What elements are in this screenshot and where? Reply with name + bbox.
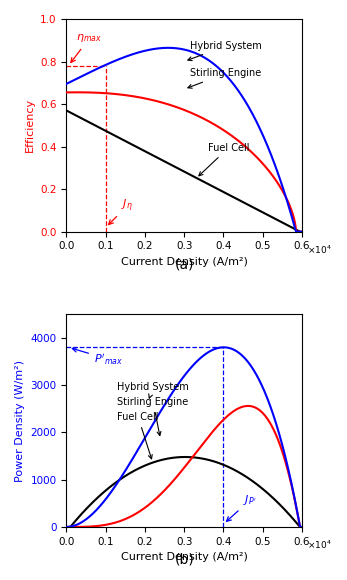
Y-axis label: Efficiency: Efficiency (25, 98, 35, 153)
Y-axis label: Power Density (W/m²): Power Density (W/m²) (15, 360, 25, 481)
Title: (b): (b) (174, 553, 194, 567)
Text: Hybrid System: Hybrid System (117, 382, 189, 398)
Text: Stirling Engine: Stirling Engine (117, 397, 189, 436)
Text: $J_{\eta}$: $J_{\eta}$ (109, 198, 133, 224)
Text: Fuel Cell: Fuel Cell (199, 143, 249, 176)
Text: Hybrid System: Hybrid System (188, 41, 262, 60)
Text: $\times10^4$: $\times10^4$ (307, 539, 331, 551)
Text: Fuel Cell: Fuel Cell (117, 412, 159, 459)
Text: Stirling Engine: Stirling Engine (188, 68, 261, 88)
X-axis label: Current Density (A/m²): Current Density (A/m²) (121, 257, 248, 267)
Text: $J_{P'}$: $J_{P'}$ (227, 494, 257, 521)
Title: (a): (a) (175, 258, 194, 271)
X-axis label: Current Density (A/m²): Current Density (A/m²) (121, 552, 248, 562)
Text: $P'_{max}$: $P'_{max}$ (73, 347, 123, 367)
Text: $\eta_{max}$: $\eta_{max}$ (71, 32, 102, 63)
Text: $\times10^4$: $\times10^4$ (307, 244, 331, 256)
